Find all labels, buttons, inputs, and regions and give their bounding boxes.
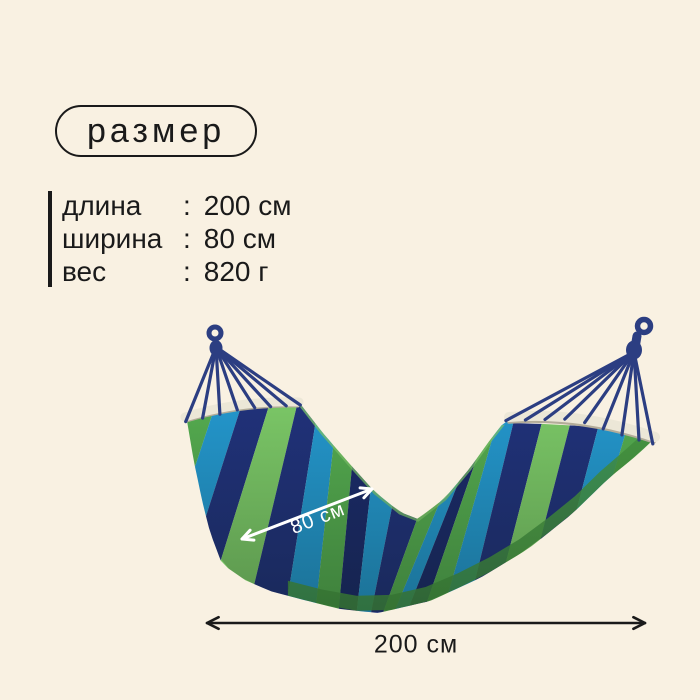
size-badge-label: размер	[87, 111, 226, 150]
spec-colon: :	[183, 256, 191, 287]
spec-row: длина:200 см	[62, 189, 292, 222]
spec-row: ширина:80 см	[62, 222, 292, 255]
left-ropes	[184, 324, 302, 424]
width-arrow	[240, 486, 374, 542]
size-badge: размер	[55, 105, 258, 157]
spec-label: ширина	[62, 223, 163, 254]
spec-value: 80 см	[203, 223, 276, 254]
spec-colon: :	[183, 190, 191, 221]
spec-label: длина	[62, 190, 142, 221]
spec-value: 200 см	[203, 190, 292, 221]
spec-colon: :	[183, 223, 191, 254]
right-ropes	[504, 316, 655, 446]
specs-divider-bar	[48, 191, 52, 287]
length-arrow	[205, 615, 647, 631]
spec-value: 820 г	[203, 256, 269, 287]
length-dimension-label: 200 см	[373, 630, 459, 659]
spec-row: вес:820 г	[62, 255, 292, 288]
spec-label: вес	[62, 256, 107, 287]
specs-list: длина:200 см ширина:80 см вес:820 г	[62, 189, 292, 288]
